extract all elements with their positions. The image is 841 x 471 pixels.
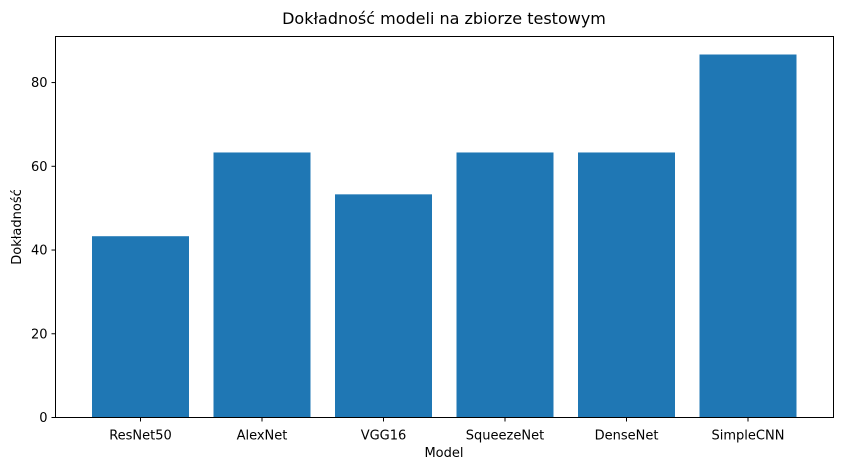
y-tick-label: 0 [39,411,47,426]
bar-squeezenet [456,152,554,418]
bars-group [92,54,797,418]
x-tick-label: VGG16 [361,429,407,444]
x-axis: ResNet50 AlexNet VGG16 SqueezeNet DenseNet Si… [109,417,785,444]
y-axis: 0 20 40 60 80 [31,76,56,426]
bar-resnet50 [92,236,189,418]
y-tick-label: 40 [31,244,48,259]
x-axis-label: Model [424,446,463,461]
x-tick-label: SimpleCNN [712,429,785,444]
bar-alexnet [213,152,311,418]
bar-densenet [578,152,675,418]
y-tick-label: 20 [31,327,48,342]
chart-title: Dokładność modeli na zbiorze testowym [282,9,606,28]
plot-frame [55,36,834,418]
y-axis-label: Dokładność [10,189,25,265]
bar-vgg16 [335,194,432,418]
y-tick-label: 60 [31,160,48,175]
x-tick-label: SqueezeNet [466,429,544,444]
x-tick-label: AlexNet [237,429,288,444]
x-tick-label: ResNet50 [109,429,172,444]
x-tick-label: DenseNet [595,429,659,444]
bar-simplecnn [699,54,797,418]
y-tick-label: 80 [31,76,48,91]
